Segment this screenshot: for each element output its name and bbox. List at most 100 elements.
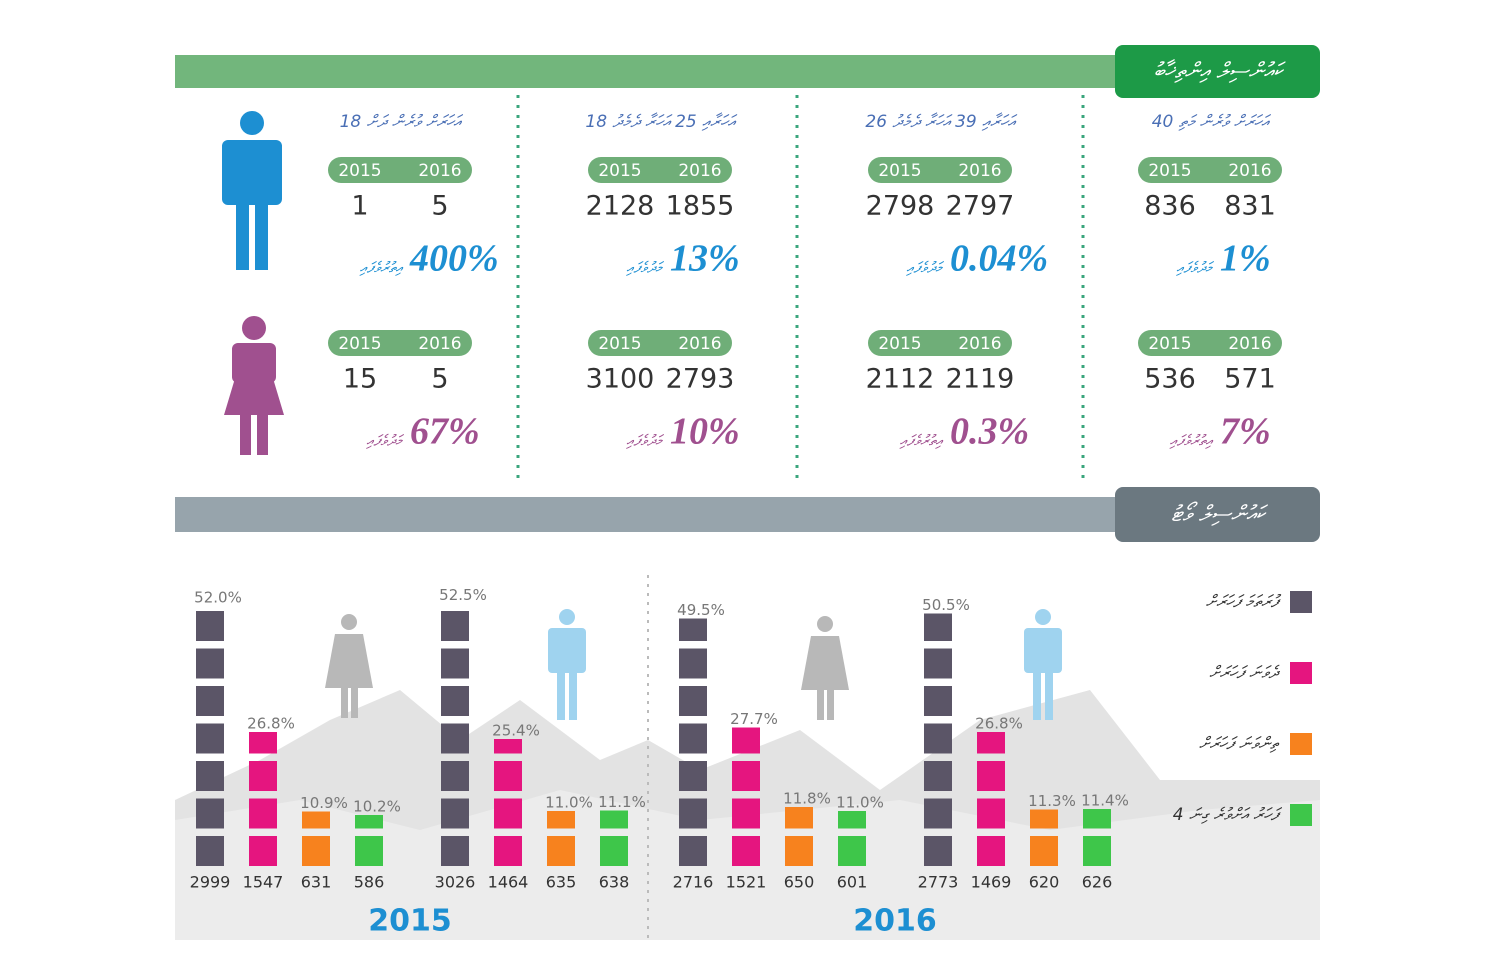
bar-percent-label: 11.8%	[783, 790, 831, 808]
change-value: 10%	[670, 411, 740, 453]
bar-percent-label: 52.5%	[439, 586, 487, 604]
bar-percent-label: 10.2%	[353, 798, 401, 816]
stat-value: 15	[343, 364, 377, 395]
bar	[1030, 809, 1058, 866]
bar-count-label: 2773	[918, 873, 959, 892]
bar-count-label: 635	[546, 873, 577, 892]
stat-value: 571	[1224, 364, 1276, 395]
bar	[547, 811, 575, 866]
year-pill	[588, 157, 732, 183]
bar-count-label: 3026	[435, 873, 476, 892]
stat-value: 5	[431, 191, 448, 222]
year-label: 2015	[878, 161, 921, 181]
legend-swatch	[1290, 591, 1312, 613]
bar-percent-label: 11.0%	[836, 794, 884, 812]
column-label: 18 އަހަރަށް ވުރެން ދަށް	[340, 112, 464, 132]
bar-count-label: 631	[301, 873, 332, 892]
bar-count-label: 586	[354, 873, 385, 892]
bar-percent-label: 11.3%	[1028, 792, 1076, 810]
bar-count-label: 638	[599, 873, 630, 892]
change-direction: މަދުވެފައި	[906, 259, 944, 277]
change-direction: އިތުރުވެފައި	[899, 432, 943, 450]
stat-value: 1	[351, 191, 368, 222]
year-pill	[868, 330, 1012, 356]
year-pill	[1138, 157, 1282, 183]
stat-value: 2112	[866, 364, 935, 395]
stat-value: 1855	[666, 191, 735, 222]
year-label: 2015	[1148, 334, 1191, 354]
change-direction: މަދުވެފައި	[1176, 259, 1214, 277]
year-label: 2016	[678, 161, 721, 181]
bar-count-label: 2716	[673, 873, 714, 892]
change-direction: މަދުވެފައި	[626, 259, 664, 277]
column-label: 40 އަހަރަށް ވުރެން މަތި	[1152, 112, 1272, 132]
year-pill	[1138, 330, 1282, 356]
year-label: 2016	[418, 161, 461, 181]
stat-value: 536	[1144, 364, 1196, 395]
stat-value: 836	[1144, 191, 1196, 222]
year-pill	[328, 157, 472, 183]
stat-value: 2119	[946, 364, 1015, 395]
bar	[600, 810, 628, 866]
year-label: 2016	[1228, 161, 1271, 181]
legend-label: ފުރަތަމަ ފަހަރަށް	[1206, 592, 1282, 612]
bar	[679, 618, 707, 866]
change-value: 67%	[410, 411, 480, 453]
year-label: 2016	[958, 161, 1001, 181]
bar-count-label: 620	[1029, 873, 1060, 892]
year-label: 2015	[338, 161, 381, 181]
bar-percent-label: 50.5%	[922, 596, 970, 614]
stat-value: 5	[431, 364, 448, 395]
year-label: 2016	[1228, 334, 1271, 354]
change-value: 13%	[670, 238, 740, 280]
chart-title: 2015	[368, 904, 452, 939]
change-value: 1%	[1220, 238, 1271, 280]
bar-percent-label: 11.0%	[545, 794, 593, 812]
legend-label: 4 ފަހަރު އަށްވުރެ ގިނަ	[1173, 805, 1283, 825]
legend-label: ތިންވަނަ ފަހަރަށް	[1199, 734, 1280, 754]
bar	[732, 727, 760, 866]
bar-count-label: 2999	[190, 873, 231, 892]
bar	[355, 815, 383, 866]
bar-percent-label: 26.8%	[247, 715, 295, 733]
header-bar	[175, 55, 1120, 88]
change-value: 0.04%	[950, 238, 1048, 280]
bar-percent-label: 52.0%	[194, 589, 242, 607]
header-title: ކައުންސިލް އިންތިޚާބު	[1154, 59, 1287, 84]
bar-count-label: 1547	[243, 873, 284, 892]
year-label: 2015	[598, 161, 641, 181]
change-value: 7%	[1220, 411, 1271, 453]
legend-swatch	[1290, 804, 1312, 826]
bar	[924, 613, 952, 866]
legend-swatch	[1290, 733, 1312, 755]
header-tab	[1115, 45, 1320, 98]
bar	[302, 811, 330, 866]
year-label: 2015	[878, 334, 921, 354]
bar-percent-label: 11.4%	[1081, 792, 1129, 810]
female-icon-gray	[325, 614, 849, 720]
bar-percent-label: 27.7%	[730, 710, 778, 728]
column-label: 26 އަހަރާއި 39 އަހަރާ ދެމެދު	[865, 112, 1018, 132]
bar	[441, 603, 469, 866]
male-icon	[222, 111, 282, 270]
change-direction: މަދުވެފައި	[626, 432, 664, 450]
bar	[1083, 809, 1111, 866]
year-label: 2015	[1148, 161, 1191, 181]
bar-percent-label: 49.5%	[677, 601, 725, 619]
year-label: 2015	[338, 334, 381, 354]
bar-count-label: 626	[1082, 873, 1113, 892]
year-label: 2016	[958, 334, 1001, 354]
section-bar	[175, 497, 1120, 532]
year-label: 2016	[678, 334, 721, 354]
section-title: ކައުންސިލް ވޯޓު	[1171, 501, 1269, 527]
legend-label: ދެވަނަ ފަހަރަށް	[1209, 663, 1280, 683]
year-pill	[588, 330, 732, 356]
bar-percent-label: 26.8%	[975, 715, 1023, 733]
bar-count-label: 1469	[971, 873, 1012, 892]
bar-count-label: 601	[837, 873, 868, 892]
bar-count-label: 1464	[488, 873, 529, 892]
change-direction: މަދުވެފައި	[366, 432, 404, 450]
female-icon	[224, 316, 284, 455]
stat-value: 2793	[666, 364, 735, 395]
